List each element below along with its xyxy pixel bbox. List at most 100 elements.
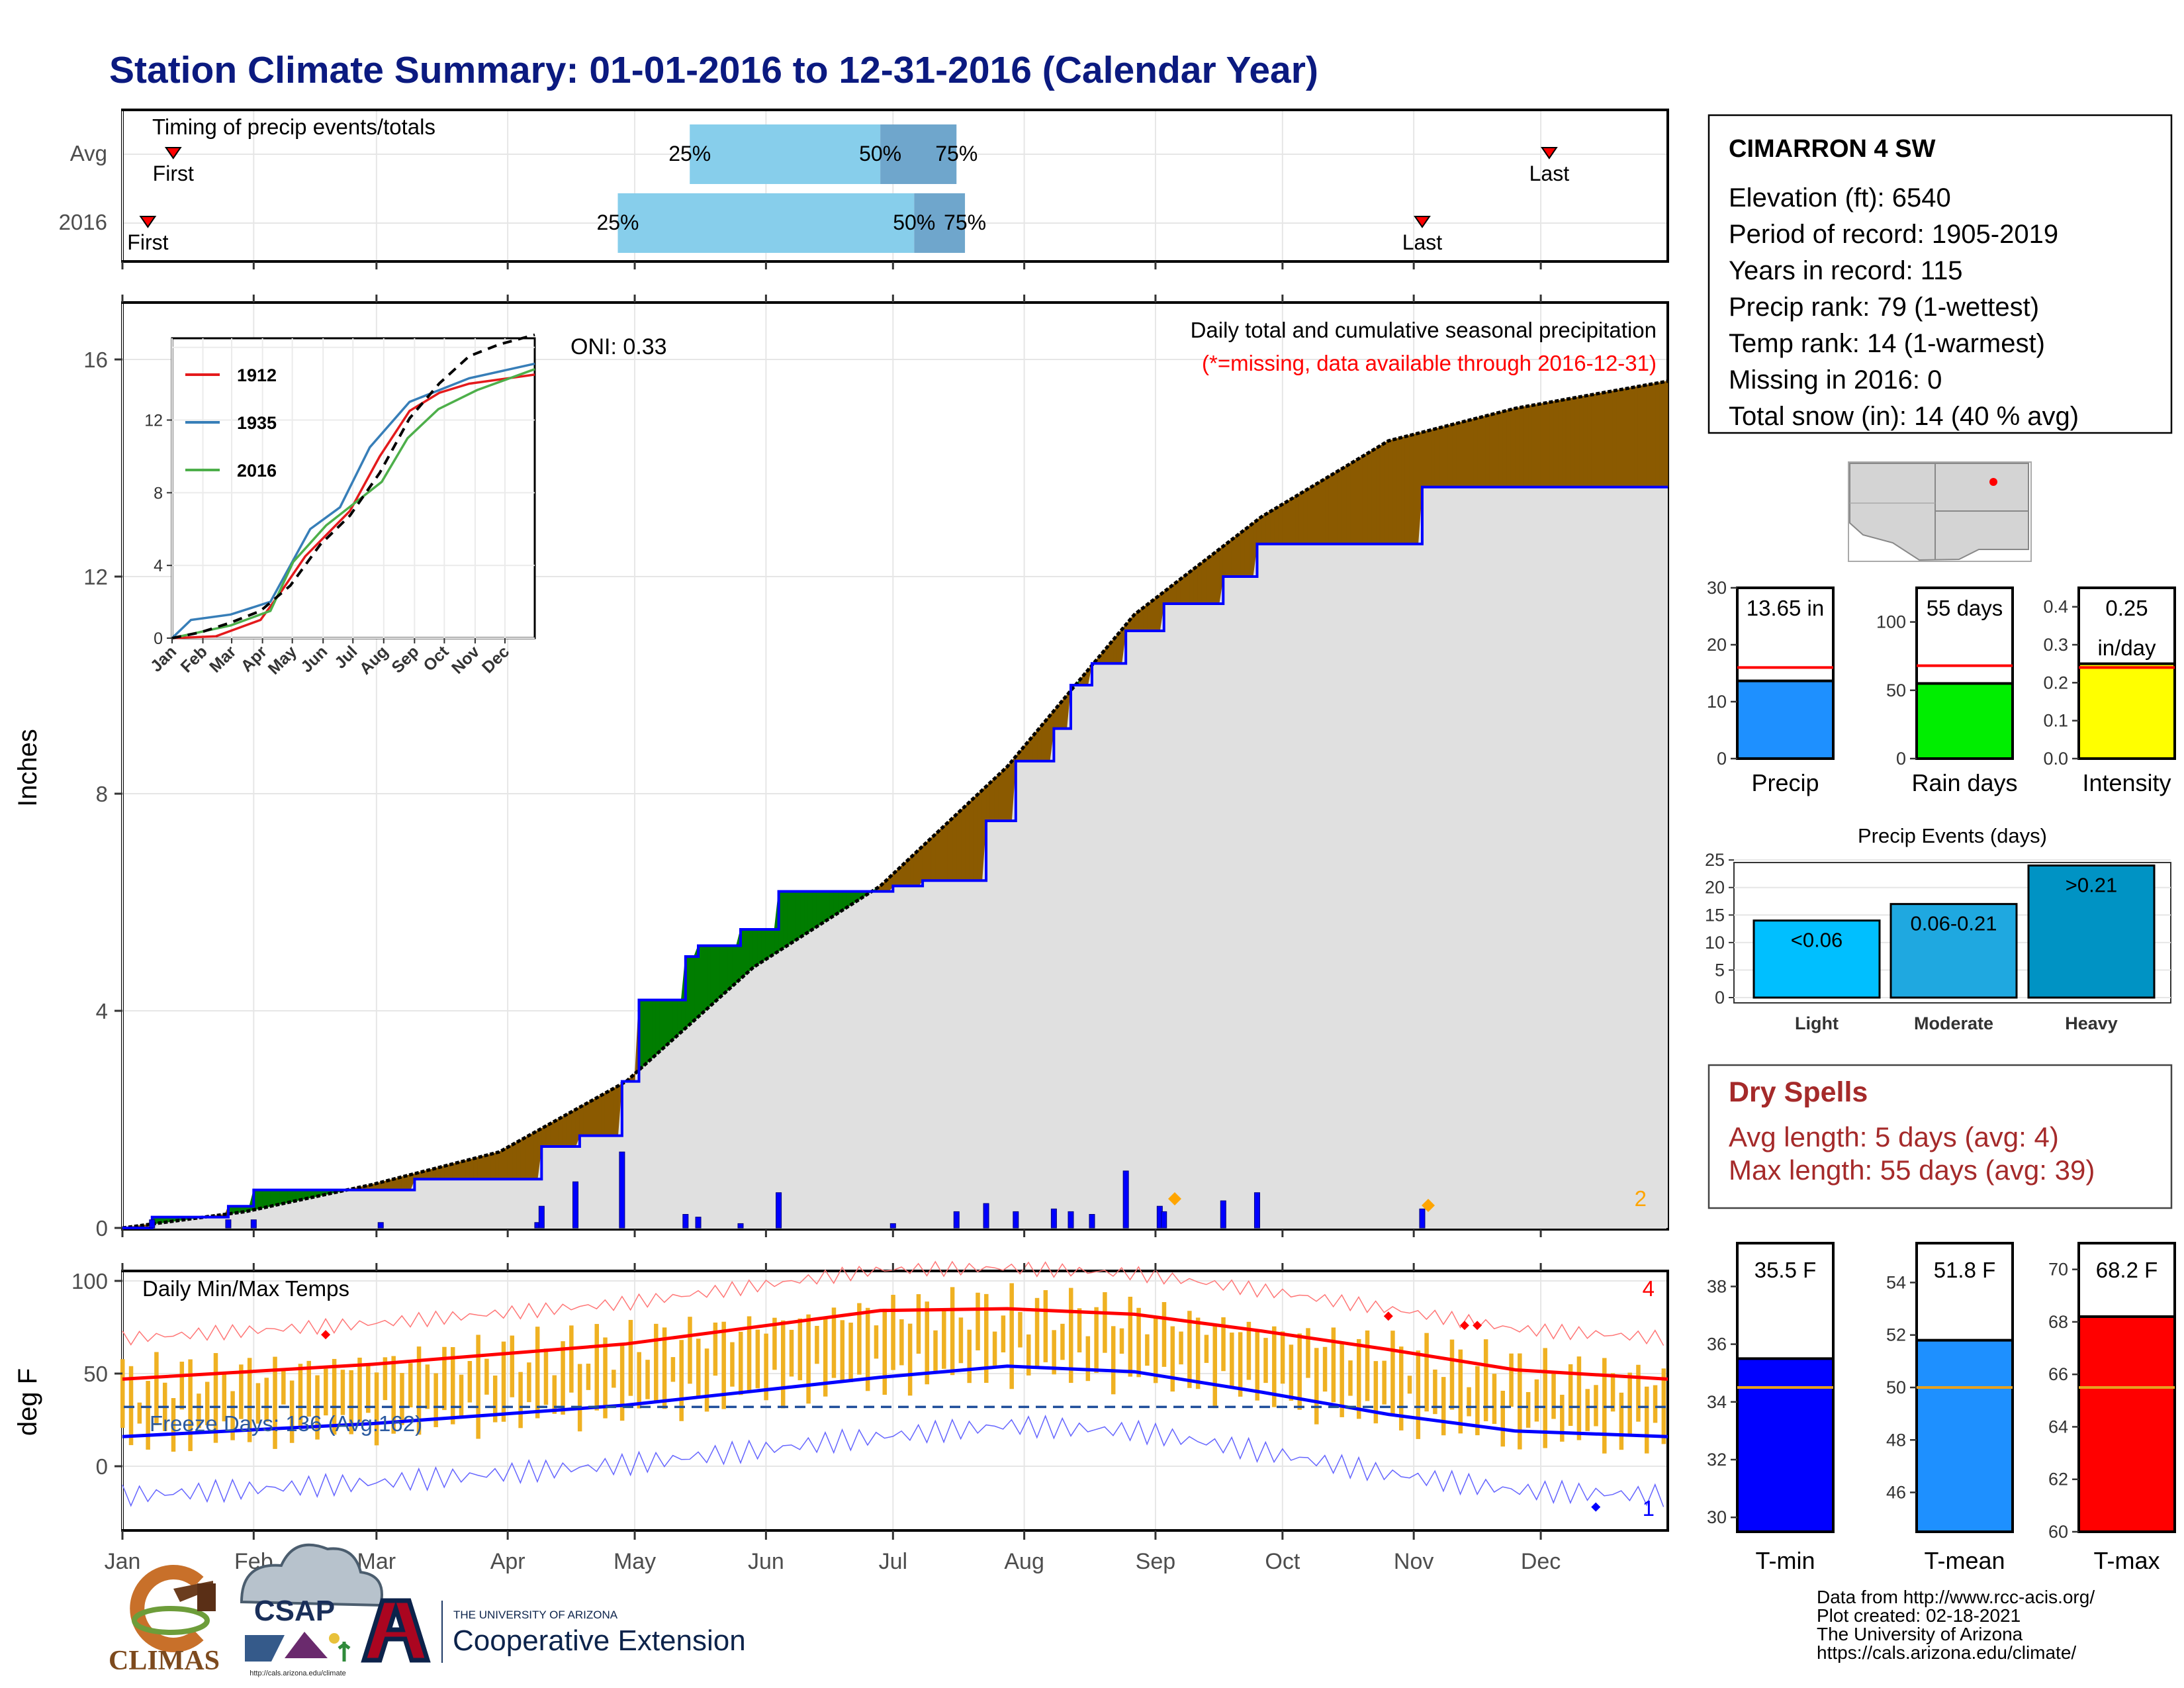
daily-temp-range-bar (1187, 1311, 1192, 1388)
below-average-area (1519, 406, 1524, 488)
daily-temp-range-bar (739, 1331, 743, 1395)
below-average-area (1498, 411, 1504, 488)
daily-temp-range-bar (577, 1364, 582, 1432)
temp-gauge-tick-label: 34 (1707, 1392, 1727, 1412)
first-event-marker (164, 147, 182, 160)
below-average-area (1481, 415, 1486, 488)
below-average-area (1510, 408, 1516, 488)
daily-temp-range-bar (925, 1301, 929, 1385)
inset-y-tick-label: 4 (154, 557, 163, 575)
below-average-area (1549, 400, 1554, 488)
above-average-area (744, 929, 750, 976)
below-average-area (934, 829, 940, 881)
below-average-area (960, 805, 966, 881)
above-average-area (647, 1000, 653, 1064)
daily-temp-range-bar (840, 1320, 845, 1382)
month-axis: Jan Feb Mar Apr May Jun Jul Aug Sep Oct Nov Dec (105, 261, 1561, 1574)
inset-series-line (171, 368, 535, 639)
below-average-area (1633, 386, 1639, 488)
record-high-marker (1459, 1321, 1469, 1331)
average-max-temp-line (122, 1307, 1668, 1381)
inset-y-tick-label: 8 (154, 484, 163, 502)
below-average-area (1349, 460, 1355, 545)
gauge-tick-label: 20 (1707, 635, 1727, 655)
daily-temp-range-bar (899, 1319, 904, 1366)
station-name: CIMARRON 4 SW (1729, 135, 1936, 163)
below-average-area (1007, 760, 1012, 821)
below-average-area (1240, 529, 1245, 577)
below-average-area (1502, 410, 1508, 488)
precip-event-bar-label: >0.21 (2066, 873, 2117, 896)
below-average-area (494, 1151, 500, 1180)
daily-precip-bar (1013, 1211, 1019, 1229)
quartile-label-75: 75% (935, 142, 978, 165)
temp-gauge-value-label: 68.2 F (2096, 1258, 2158, 1282)
arizona-a-logo (361, 1598, 431, 1663)
below-average-area (1337, 468, 1342, 545)
station-info-line: Total snow (in): 14 (40 % avg) (1729, 402, 2079, 431)
above-average-area (731, 945, 737, 988)
station-info-frame (1707, 114, 2173, 434)
daily-temp-range-bar (1009, 1283, 1014, 1389)
below-average-area (1396, 437, 1402, 545)
inset-legend-label: 1935 (237, 413, 277, 433)
footer-credit-line: Data from http://www.rcc-acis.org/ (1817, 1587, 2095, 1607)
gauge-fill-bar (2077, 662, 2176, 761)
below-average-area (600, 1092, 606, 1137)
locator-map (1848, 461, 2032, 562)
below-average-area (1659, 381, 1664, 488)
below-average-area (1608, 391, 1614, 488)
daily-temp-range-bar (1195, 1317, 1201, 1389)
below-average-area (1189, 568, 1195, 604)
footer-credit-line: https://cals.arizona.edu/climate/ (1817, 1642, 2076, 1663)
daily-temp-range-bar (510, 1335, 515, 1397)
daily-temp-range-bar (120, 1359, 125, 1429)
month-tick-label: Aug (1004, 1549, 1044, 1574)
below-average-area (1650, 383, 1656, 488)
below-average-area (1646, 383, 1651, 488)
daily-temp-range-bar (1128, 1296, 1133, 1377)
gauge-tick-label: 50 (1886, 680, 1906, 700)
quartile-bar-25-50 (690, 124, 881, 184)
below-average-area (1616, 389, 1622, 488)
daily-temp-range-bar (1153, 1316, 1158, 1383)
above-average-area (757, 929, 762, 966)
below-average-area (1003, 765, 1008, 821)
precip-event-category: Heavy (2065, 1013, 2118, 1033)
precip-y-ticks: 0 4 8 12 16 (83, 348, 122, 1241)
precip-event-category: Light (1795, 1013, 1839, 1033)
below-average-area (1485, 414, 1490, 488)
inset-legend-label: 2016 (237, 461, 277, 481)
events-y-tick-label: 5 (1715, 960, 1725, 980)
daily-temp-range-bar (239, 1364, 244, 1419)
daily-temp-range-bar (289, 1380, 295, 1443)
daily-temp-range-bar (780, 1320, 786, 1409)
below-average-area (1312, 483, 1317, 545)
daily-temp-range-bar (179, 1362, 185, 1410)
events-y-tick-label: 10 (1705, 933, 1725, 953)
below-average-area (477, 1156, 483, 1180)
daily-precip-bar (1050, 1208, 1057, 1229)
precip-events-bars: 0 5 10 15 20 25 <0.06 Light 0.06-0.21 Moderate >0.… (1705, 850, 2171, 1033)
temp-panel: 0 50 100 deg F Daily Min/Max Temps Freeze … (13, 1260, 1669, 1532)
daily-temp-range-bar (400, 1373, 404, 1425)
precip-event-category: Moderate (1914, 1013, 1993, 1033)
daily-precip-bar (225, 1219, 232, 1229)
station-info-line: Temp rank: 14 (1-warmest) (1729, 329, 2045, 358)
record-high-marker (1383, 1311, 1393, 1321)
below-average-area (1515, 407, 1520, 488)
record-low-marker (1591, 1502, 1601, 1512)
gauge-tick-label: 0.0 (2043, 749, 2068, 769)
record-high-marker (1473, 1321, 1482, 1331)
daily-temp-range-bar (721, 1321, 726, 1409)
daily-temp-range-bar (1534, 1379, 1539, 1422)
daily-temp-range-bar (645, 1360, 650, 1399)
daily-temp-range-bar (1212, 1323, 1217, 1409)
below-average-area (1586, 394, 1592, 488)
daily-temp-range-bar (137, 1402, 142, 1424)
freeze-days-label: Freeze Days: 136 (Avg:162) (150, 1411, 422, 1436)
daily-temp-range-bar (1221, 1317, 1226, 1372)
daily-temp-range-bar (425, 1364, 430, 1409)
missing-marker-diamond (1168, 1192, 1181, 1205)
